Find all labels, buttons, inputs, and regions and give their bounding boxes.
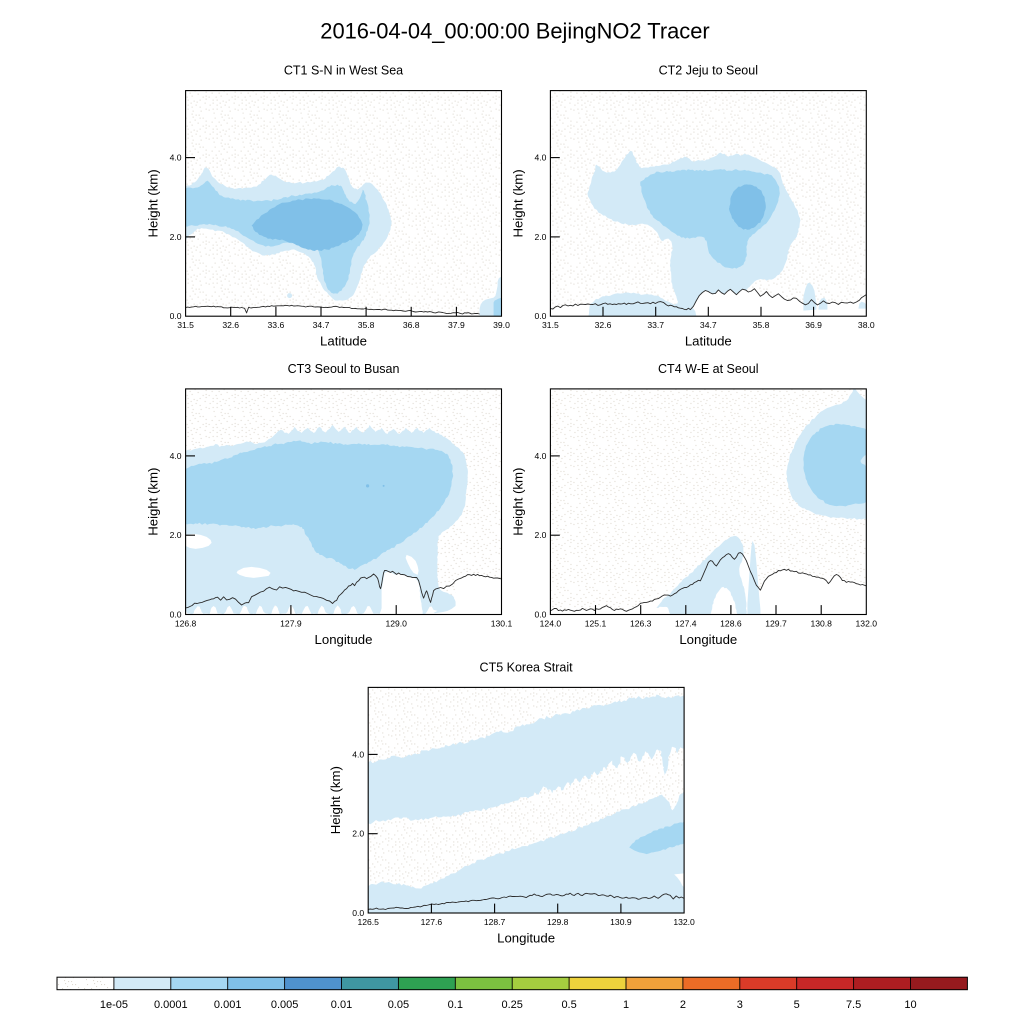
svg-text:38.0: 38.0 (858, 320, 875, 330)
svg-text:36.9: 36.9 (805, 320, 822, 330)
svg-text:Longitude: Longitude (679, 632, 737, 647)
svg-text:129.8: 129.8 (547, 917, 569, 927)
svg-text:Height (km): Height (km) (146, 169, 161, 237)
svg-text:1e-05: 1e-05 (100, 999, 128, 1011)
svg-text:34.7: 34.7 (700, 320, 717, 330)
svg-text:0.0: 0.0 (170, 610, 182, 620)
svg-text:35.8: 35.8 (358, 320, 375, 330)
svg-text:130.8: 130.8 (810, 618, 832, 628)
svg-text:0.001: 0.001 (214, 999, 242, 1011)
svg-text:127.6: 127.6 (421, 917, 443, 927)
svg-text:124.0: 124.0 (540, 618, 562, 628)
svg-text:CT2 Jeju to Seoul: CT2 Jeju to Seoul (659, 64, 758, 78)
svg-text:2.0: 2.0 (534, 530, 546, 540)
svg-text:4.0: 4.0 (170, 153, 182, 163)
svg-text:Height (km): Height (km) (328, 766, 343, 834)
svg-text:126.3: 126.3 (630, 618, 652, 628)
svg-text:128.7: 128.7 (484, 917, 506, 927)
svg-text:127.9: 127.9 (280, 618, 302, 628)
svg-text:CT4 W-E at Seoul: CT4 W-E at Seoul (658, 362, 759, 376)
svg-text:4.0: 4.0 (170, 451, 182, 461)
svg-text:CT3 Seoul to Busan: CT3 Seoul to Busan (288, 362, 400, 376)
svg-text:0.25: 0.25 (501, 999, 522, 1011)
svg-text:31.5: 31.5 (542, 320, 559, 330)
svg-text:2.0: 2.0 (170, 530, 182, 540)
svg-text:Longitude: Longitude (315, 632, 373, 647)
svg-text:4.0: 4.0 (352, 749, 364, 759)
svg-text:2.0: 2.0 (170, 232, 182, 242)
svg-text:10: 10 (904, 999, 916, 1011)
svg-text:39.0: 39.0 (493, 320, 510, 330)
svg-text:4.0: 4.0 (534, 451, 546, 461)
svg-text:0.1: 0.1 (448, 999, 463, 1011)
svg-text:128.6: 128.6 (720, 618, 742, 628)
svg-text:130.9: 130.9 (610, 917, 632, 927)
svg-text:132.0: 132.0 (673, 917, 695, 927)
svg-text:32.6: 32.6 (595, 320, 612, 330)
svg-text:CT5 Korea Strait: CT5 Korea Strait (480, 660, 574, 674)
svg-text:1: 1 (623, 999, 629, 1011)
svg-text:Height (km): Height (km) (510, 468, 525, 536)
svg-text:Height (km): Height (km) (510, 169, 525, 237)
svg-text:2: 2 (680, 999, 686, 1011)
svg-text:0.0001: 0.0001 (154, 999, 188, 1011)
svg-text:125.1: 125.1 (585, 618, 607, 628)
svg-text:34.7: 34.7 (313, 320, 330, 330)
svg-text:2016-04-04_00:00:00 BejingNO2: 2016-04-04_00:00:00 BejingNO2 Tracer (320, 19, 709, 44)
svg-text:0.01: 0.01 (331, 999, 352, 1011)
svg-text:37.9: 37.9 (448, 320, 465, 330)
svg-text:7.5: 7.5 (846, 999, 861, 1011)
svg-text:5: 5 (794, 999, 800, 1011)
svg-text:127.4: 127.4 (675, 618, 697, 628)
svg-text:2.0: 2.0 (534, 232, 546, 242)
svg-text:36.8: 36.8 (403, 320, 420, 330)
svg-text:0.005: 0.005 (271, 999, 299, 1011)
svg-text:129.0: 129.0 (385, 618, 407, 628)
svg-text:3: 3 (737, 999, 743, 1011)
svg-text:Latitude: Latitude (320, 334, 367, 349)
svg-text:32.6: 32.6 (222, 320, 239, 330)
svg-text:0.0: 0.0 (170, 311, 182, 321)
svg-text:129.7: 129.7 (765, 618, 787, 628)
svg-text:0.0: 0.0 (534, 610, 546, 620)
svg-text:35.8: 35.8 (753, 320, 770, 330)
svg-text:0.0: 0.0 (352, 908, 364, 918)
svg-text:126.5: 126.5 (357, 917, 379, 927)
svg-text:4.0: 4.0 (534, 153, 546, 163)
svg-text:31.5: 31.5 (177, 320, 194, 330)
svg-text:CT1 S-N in West Sea: CT1 S-N in West Sea (284, 64, 403, 78)
svg-text:130.1: 130.1 (491, 618, 513, 628)
svg-text:0.05: 0.05 (388, 999, 409, 1011)
svg-text:33.7: 33.7 (647, 320, 664, 330)
svg-text:Latitude: Latitude (685, 334, 732, 349)
svg-text:0.5: 0.5 (561, 999, 576, 1011)
svg-text:2.0: 2.0 (352, 829, 364, 839)
svg-text:0.0: 0.0 (534, 311, 546, 321)
svg-text:126.8: 126.8 (175, 618, 197, 628)
svg-text:33.6: 33.6 (268, 320, 285, 330)
svg-text:Longitude: Longitude (497, 931, 555, 946)
svg-text:132.0: 132.0 (856, 618, 878, 628)
svg-text:Height (km): Height (km) (146, 468, 161, 536)
